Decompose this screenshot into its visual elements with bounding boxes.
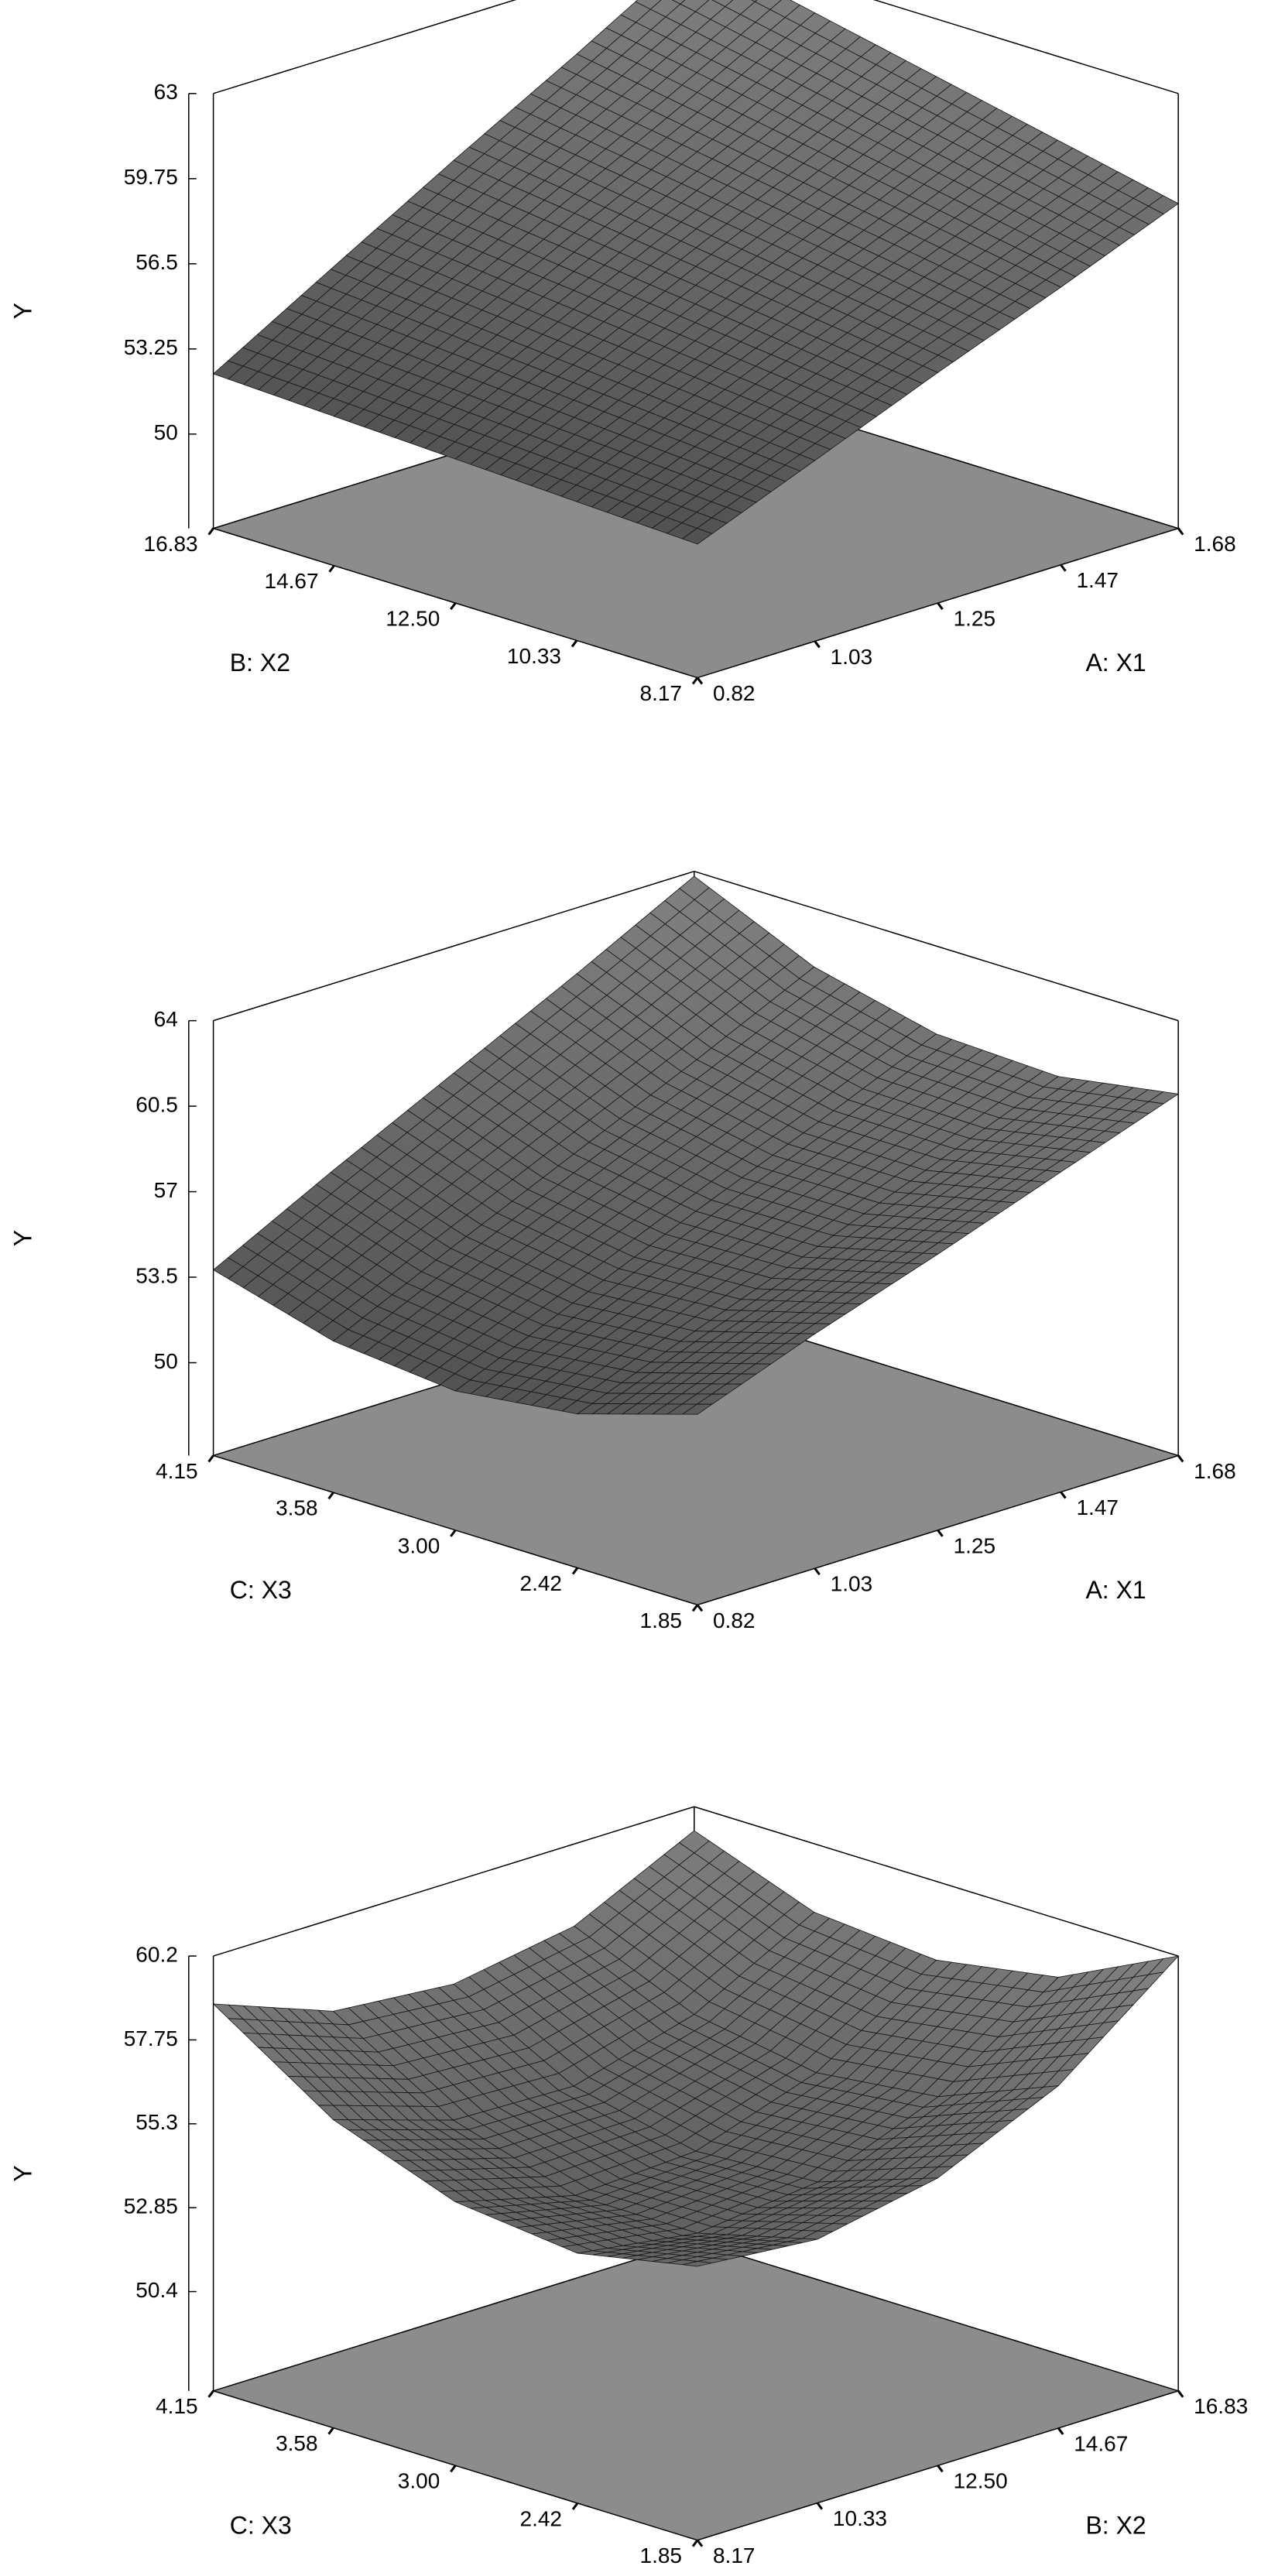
y-tick — [450, 1530, 457, 1537]
y-tick-label: 3.58 — [276, 1496, 318, 1520]
y-tick-label: 2.42 — [520, 2506, 563, 2530]
floor — [211, 2241, 1180, 2541]
x-tick — [816, 2502, 824, 2510]
y-tick-label: 8.17 — [640, 681, 683, 705]
x-tick — [814, 1567, 821, 1576]
y-axis-label: C: X3 — [230, 2511, 292, 2539]
x-tick-label: 1.47 — [1076, 1495, 1119, 1519]
x-tick-label: 14.67 — [1074, 2431, 1128, 2455]
z-tick-label: 60.5 — [135, 1092, 178, 1116]
y-tick — [571, 639, 578, 648]
x-tick — [696, 1604, 704, 1612]
surface-chart: 50 53.25 56.5 59.75 63 Y 0.82 1.03 1.25 1.47 1.68 8… — [9, 0, 1236, 705]
z-tick-label: 59.75 — [124, 165, 178, 189]
x-tick-label: 1.68 — [1194, 532, 1236, 556]
z-tick-label: 50 — [154, 1349, 178, 1373]
y-tick — [691, 2539, 699, 2547]
z-tick-label: 57.75 — [124, 2026, 178, 2050]
x-tick-label: 0.82 — [713, 681, 756, 705]
x-tick-label: 1.03 — [831, 1572, 873, 1596]
x-tick-label: 8.17 — [713, 2543, 756, 2567]
y-tick — [691, 677, 699, 685]
y-tick-label: 2.42 — [520, 1571, 563, 1595]
y-tick — [571, 2502, 579, 2510]
x-axis-label: B: X2 — [1085, 2511, 1146, 2539]
y-tick — [327, 1492, 334, 1500]
surface-chart: 50.4 52.85 55.3 57.75 60.2 Y 8.17 10.33 12.50 14.… — [9, 1806, 1248, 2567]
y-tick-label: 10.33 — [507, 644, 561, 668]
x-tick — [814, 640, 821, 649]
z-axis-label: Y — [9, 303, 36, 319]
x-tick-label: 12.50 — [954, 2469, 1008, 2493]
z-tick-label: 64 — [154, 1007, 178, 1031]
y-tick-label: 3.00 — [398, 1533, 440, 1557]
y-tick — [450, 2465, 457, 2473]
x-tick — [696, 677, 704, 685]
surface-chart: 50 53.5 57 60.5 64 Y 0.82 1.03 1.25 1.47 1.68 1.85 2… — [9, 871, 1236, 1632]
y-tick — [207, 1454, 214, 1463]
z-tick-label: 52.85 — [124, 2194, 178, 2218]
surface-patch — [681, 528, 713, 545]
x-tick — [937, 2465, 944, 2473]
box-edge — [213, 1806, 694, 1957]
box-edge — [694, 1806, 1179, 1957]
surface-patch — [682, 2261, 713, 2267]
y-axis-label: C: X3 — [230, 1576, 292, 1604]
y-tick — [571, 1567, 579, 1575]
surface-patch — [681, 1403, 714, 1415]
x-tick-label: 0.82 — [713, 1608, 756, 1632]
x-tick-label: 1.47 — [1076, 568, 1119, 592]
z-tick-label: 53.25 — [124, 335, 178, 359]
y-tick-label: 12.50 — [385, 606, 440, 630]
box-edge — [213, 871, 694, 1022]
x-tick — [1177, 527, 1184, 536]
y-tick-label: 3.58 — [276, 2431, 318, 2455]
y-tick-label: 3.00 — [398, 2469, 440, 2493]
x-tick — [1177, 1454, 1184, 1463]
x-tick — [937, 1530, 944, 1537]
x-tick — [696, 2539, 704, 2547]
y-tick — [327, 2427, 334, 2435]
z-tick-label: 50.4 — [135, 2278, 178, 2302]
y-axis-label: B: X2 — [230, 649, 290, 677]
y-tick-label: 4.15 — [156, 1459, 198, 1483]
x-tick-label: 1.25 — [954, 606, 996, 630]
y-tick-label: 16.83 — [144, 532, 198, 556]
y-tick-label: 1.85 — [640, 1608, 683, 1632]
y-tick-label: 14.67 — [265, 569, 319, 593]
z-tick-label: 60.2 — [135, 1942, 178, 1966]
z-tick-label: 55.3 — [135, 2110, 178, 2134]
x-axis-label: A: X1 — [1085, 1576, 1146, 1604]
x-tick-label: 1.25 — [954, 1533, 996, 1557]
z-axis-label: Y — [9, 1230, 36, 1246]
z-axis-label: Y — [9, 2165, 36, 2181]
surface-patch — [671, 0, 686, 5]
y-tick — [207, 527, 214, 536]
x-tick — [1177, 2389, 1184, 2398]
x-tick — [937, 602, 944, 610]
y-tick-label: 1.85 — [640, 2543, 683, 2567]
z-tick-label: 53.5 — [135, 1263, 178, 1287]
z-tick-label: 50 — [154, 420, 178, 444]
y-tick — [450, 602, 457, 610]
z-tick-label: 63 — [154, 80, 178, 104]
x-tick — [1060, 564, 1067, 572]
box-edge — [694, 871, 1179, 1022]
x-tick — [1060, 1491, 1067, 1499]
box-edge — [213, 0, 517, 94]
z-tick-label: 56.5 — [135, 250, 178, 274]
x-tick-label: 1.68 — [1194, 1459, 1236, 1483]
y-tick — [328, 564, 335, 573]
y-tick — [207, 2389, 214, 2398]
x-axis-label: A: X1 — [1085, 649, 1146, 677]
x-tick-label: 16.83 — [1194, 2394, 1248, 2418]
x-tick — [1057, 2427, 1064, 2435]
x-tick-label: 1.03 — [831, 645, 873, 669]
z-tick-label: 57 — [154, 1178, 178, 1202]
x-tick-label: 10.33 — [833, 2506, 887, 2530]
y-tick-label: 4.15 — [156, 2394, 198, 2418]
box-edge — [872, 0, 1179, 94]
y-tick — [691, 1604, 699, 1612]
